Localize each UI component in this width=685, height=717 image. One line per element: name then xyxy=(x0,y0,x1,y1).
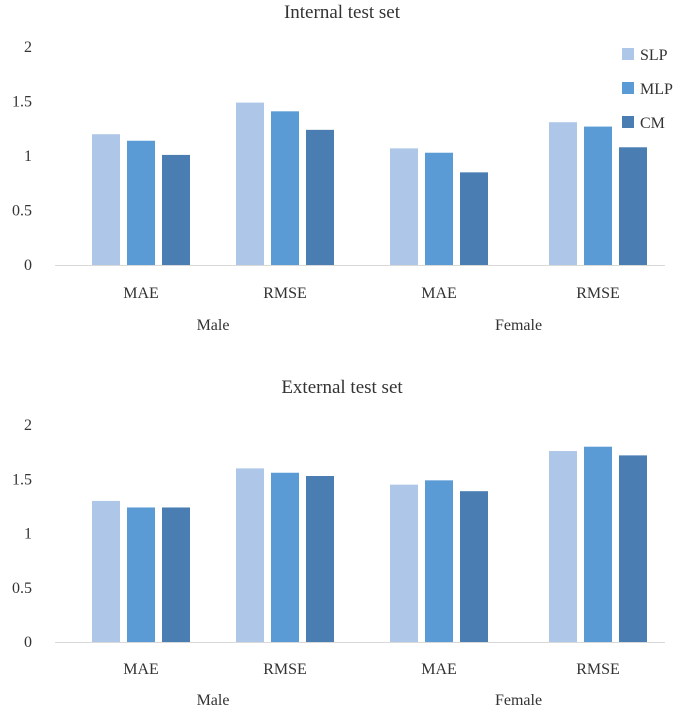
bar-slp-rmse xyxy=(549,451,577,642)
bar-cm-rmse xyxy=(306,129,334,265)
y-tick-label: 1 xyxy=(24,526,32,543)
legend-swatch-mlp xyxy=(622,82,634,94)
bar-mlp-rmse xyxy=(584,446,612,642)
bar-slp-rmse xyxy=(549,122,577,266)
x-category-label: MAE xyxy=(123,285,159,302)
chart-title: External test set xyxy=(281,377,403,398)
bar-mlp-mae xyxy=(127,507,155,642)
y-tick-label: 1 xyxy=(24,148,32,165)
legend-swatch-slp xyxy=(622,48,634,60)
chart-title: Internal test set xyxy=(284,2,401,23)
y-tick-label: 0.5 xyxy=(12,203,32,220)
x-group-label: Female xyxy=(495,317,542,334)
bar-slp-rmse xyxy=(236,468,264,642)
bar-mlp-mae xyxy=(425,152,453,265)
y-tick-label: 2 xyxy=(24,39,32,56)
x-group-label: Male xyxy=(197,317,230,334)
x-category-label: MAE xyxy=(421,661,457,678)
x-category-label: RMSE xyxy=(263,661,307,678)
bar-mlp-rmse xyxy=(584,126,612,265)
bar-slp-mae xyxy=(390,484,418,642)
bar-cm-mae xyxy=(162,507,190,642)
bar-cm-rmse xyxy=(306,475,334,642)
x-category-label: RMSE xyxy=(263,285,307,302)
bar-slp-rmse xyxy=(236,102,264,265)
x-category-label: MAE xyxy=(123,661,159,678)
y-tick-label: 0 xyxy=(24,257,32,274)
y-tick-label: 2 xyxy=(24,417,32,434)
legend-swatch-cm xyxy=(622,116,634,128)
bar-cm-rmse xyxy=(619,455,647,642)
legend-label-mlp: MLP xyxy=(640,81,673,98)
y-tick-label: 1.5 xyxy=(12,471,32,488)
bar-cm-mae xyxy=(460,491,488,642)
bar-slp-mae xyxy=(390,148,418,265)
y-tick-label: 1.5 xyxy=(12,94,32,111)
y-tick-label: 0 xyxy=(24,634,32,651)
bar-cm-mae xyxy=(460,172,488,265)
x-group-label: Male xyxy=(197,692,230,709)
x-category-label: MAE xyxy=(421,285,457,302)
x-category-label: RMSE xyxy=(576,285,620,302)
bar-slp-mae xyxy=(92,500,120,642)
y-tick-label: 0.5 xyxy=(12,580,32,597)
bar-mlp-rmse xyxy=(271,472,299,642)
x-group-label: Female xyxy=(495,692,542,709)
legend-label-cm: CM xyxy=(640,115,665,132)
bar-mlp-mae xyxy=(127,140,155,265)
legend-label-slp: SLP xyxy=(640,47,668,64)
bar-cm-rmse xyxy=(619,147,647,265)
bar-mlp-rmse xyxy=(271,111,299,265)
bar-cm-mae xyxy=(162,154,190,265)
bar-mlp-mae xyxy=(425,480,453,642)
bar-slp-mae xyxy=(92,134,120,265)
x-category-label: RMSE xyxy=(576,661,620,678)
